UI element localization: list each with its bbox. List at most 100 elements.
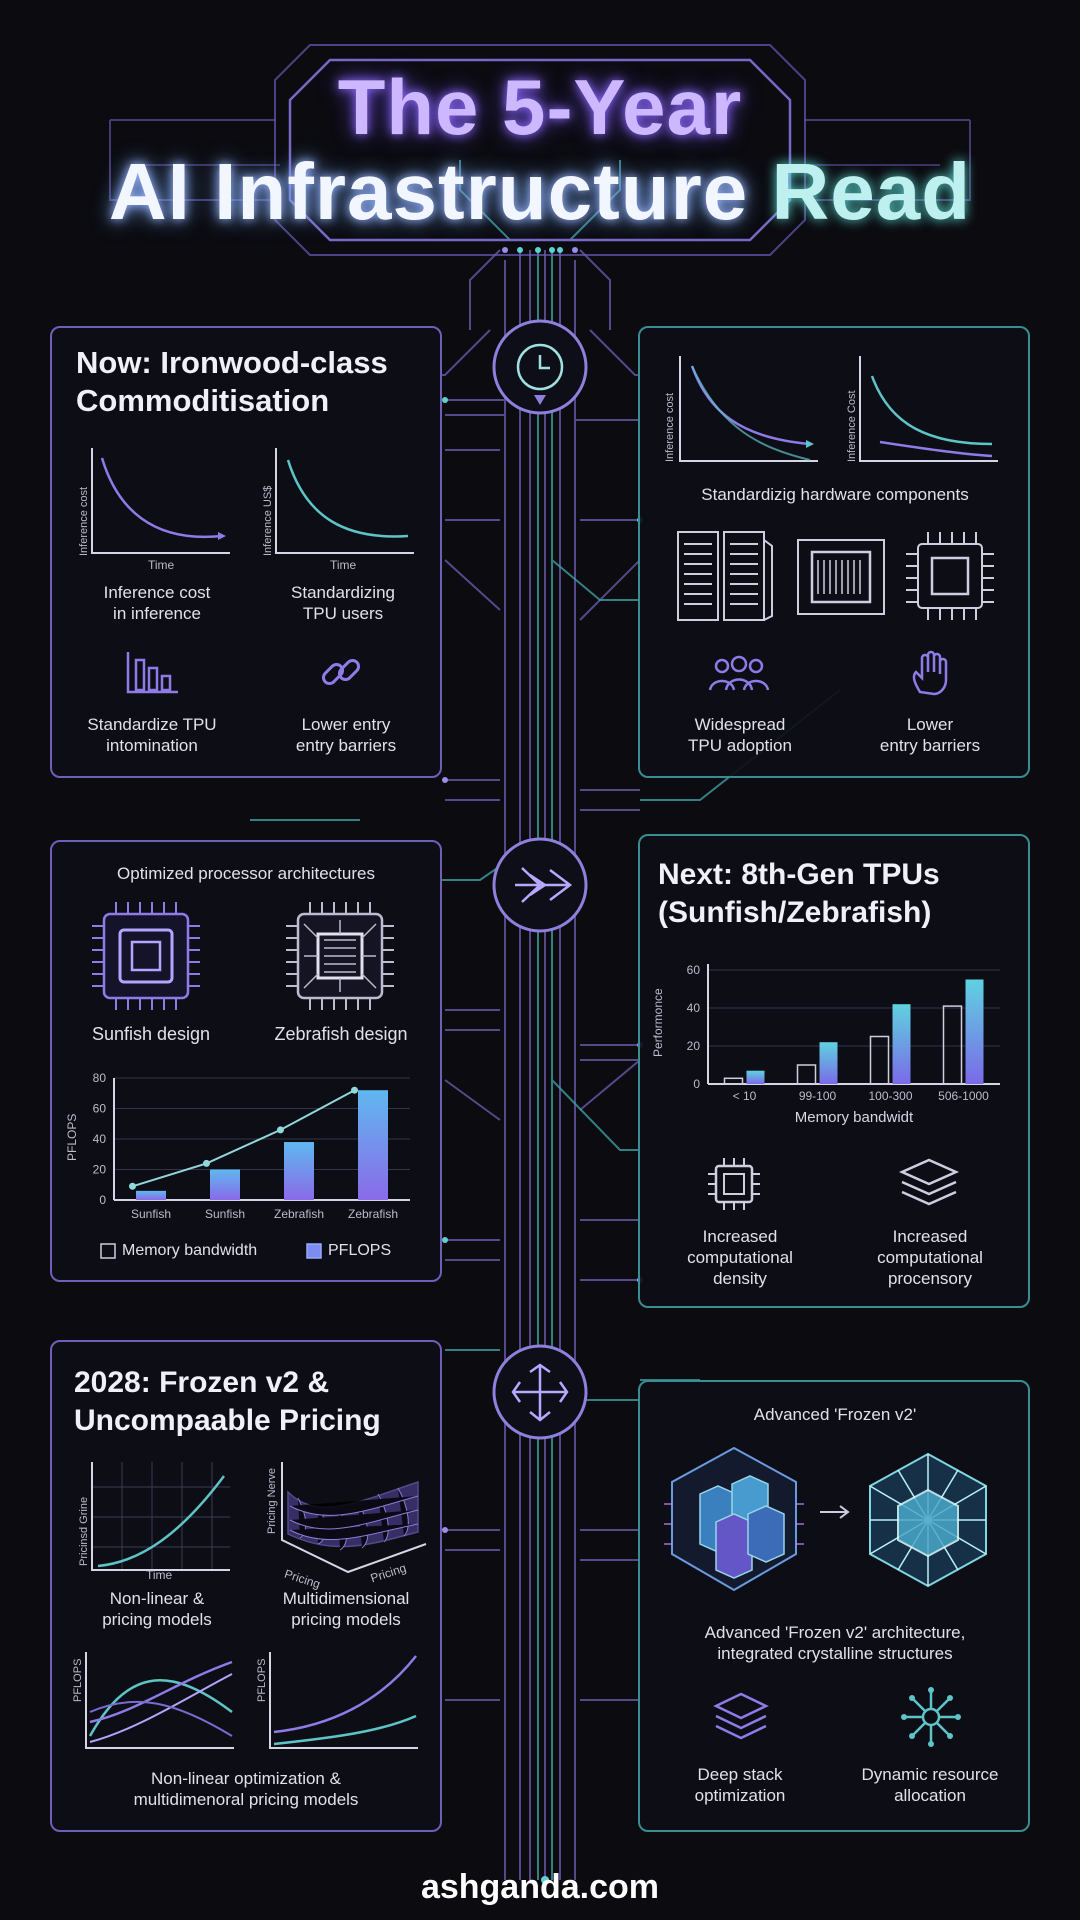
growth-lines-chart bbox=[269, 1652, 418, 1749]
sunfish-chip-icon bbox=[92, 902, 200, 1010]
arch-bar bbox=[136, 1190, 166, 1200]
layers-icon bbox=[898, 1158, 960, 1206]
panel-frozen bbox=[638, 1380, 1030, 1832]
arch-bar bbox=[284, 1142, 314, 1200]
hw-item-2-caption: Lower entry barriers bbox=[879, 715, 981, 755]
next-x-tick-label: 100-300 bbox=[868, 1089, 912, 1103]
pricing-curve-chart bbox=[91, 1462, 230, 1571]
next-y-tick-label: 60 bbox=[687, 963, 701, 977]
hand-icon bbox=[912, 650, 948, 696]
zebrafish-design-label: Zebrafish design bbox=[274, 1024, 408, 1044]
now-item-1-caption: Standardize TPU intomination bbox=[87, 715, 217, 755]
arch-y-tick-label: 80 bbox=[93, 1071, 107, 1085]
hw-chart-2 bbox=[859, 356, 998, 462]
arch-trend-line bbox=[132, 1089, 355, 1188]
server-rack-icon bbox=[677, 531, 773, 621]
legend-memory-swatch bbox=[100, 1243, 116, 1259]
pricing-curve-xlabel: Time bbox=[146, 1568, 173, 1582]
hw-chart-2-ylabel: Inference Cost bbox=[846, 390, 858, 462]
next-bar-outline bbox=[796, 1064, 817, 1085]
network-icon bbox=[901, 1687, 961, 1747]
frozen-item-1-caption: Deep stack optimization bbox=[694, 1765, 786, 1805]
next-y-tick-label: 40 bbox=[687, 1001, 701, 1015]
hw-heading: Standardizig hardware components bbox=[701, 485, 969, 504]
title-line-2-accent: Read bbox=[771, 147, 972, 236]
pricing-surface-caption: Multidimensional pricing models bbox=[282, 1589, 410, 1629]
arch-x-tick-label: Zebrafish bbox=[348, 1207, 398, 1221]
next-bar-outline bbox=[869, 1035, 890, 1085]
pricing-curve-caption: Non-linear & pricing models bbox=[102, 1589, 212, 1629]
arch-trend-point bbox=[203, 1159, 210, 1167]
panel-next-title: Next: 8th-Gen TPUs (Sunfish/Zebrafish) bbox=[658, 858, 940, 929]
legend-memory-label: Memory bandwidth bbox=[122, 1242, 258, 1259]
pricing-surface-chart bbox=[281, 1462, 427, 1574]
chip-icon bbox=[708, 1158, 760, 1210]
pricing-surface-ylabel: Pricing Nerve bbox=[266, 1467, 278, 1534]
arch-y-tick-label: 40 bbox=[93, 1132, 107, 1146]
title-line-2: AI Infrastructure Read bbox=[0, 146, 1080, 238]
arch-y-tick-label: 20 bbox=[93, 1163, 107, 1177]
now-chart-2-xlabel: Time bbox=[330, 558, 357, 572]
bar-chart-icon bbox=[126, 652, 178, 694]
next-x-tick-label: 99-100 bbox=[799, 1089, 837, 1103]
frozen-item-2-caption: Dynamic resource allocation bbox=[861, 1765, 999, 1805]
now-item-2-caption: Lower entry entry barriers bbox=[295, 715, 397, 755]
next-y-axis-label: Performonce bbox=[651, 988, 665, 1057]
next-performance-chart: 0 20 40 60 < 10 99-100 100-300 506-1000 Memory b… bbox=[651, 963, 1000, 1126]
next-bar-filled bbox=[965, 979, 984, 1084]
next-bar-outline bbox=[942, 1005, 963, 1085]
next-x-axis-label: Memory bandwidt bbox=[795, 1109, 914, 1126]
now-chart-2 bbox=[275, 448, 414, 554]
stack-icon bbox=[713, 1692, 769, 1740]
next-bar-filled bbox=[746, 1070, 765, 1084]
panel-now-title: Now: Ironwood-class Commoditisation bbox=[76, 345, 388, 418]
arch-bar bbox=[358, 1090, 388, 1200]
arch-pflops-chart: 0 20 40 60 80 Sunfish Sunfish Zebrafish Zebrafis… bbox=[65, 1071, 410, 1221]
sunfish-design-label: Sunfish design bbox=[91, 1024, 211, 1044]
now-chart-1 bbox=[91, 448, 230, 554]
title-line-1: The 5-Year bbox=[337, 63, 743, 151]
now-chart-1-ylabel: Inference cost bbox=[78, 486, 90, 556]
next-x-tick-label: < 10 bbox=[733, 1089, 757, 1103]
now-chart-2-caption: Standardizing TPU users bbox=[291, 583, 395, 623]
next-item-2-caption: Increased computational procensory bbox=[877, 1227, 983, 1288]
processor-icon bbox=[906, 532, 994, 620]
arch-trend-point bbox=[129, 1182, 136, 1190]
zebrafish-chip-icon bbox=[286, 902, 394, 1010]
arch-x-tick-label: Sunfish bbox=[131, 1207, 171, 1221]
arch-y-axis-label: PFLOPS bbox=[65, 1114, 79, 1161]
frozen-caption: Advanced 'Frozen v2' architecture, integ… bbox=[704, 1623, 966, 1663]
panel-2028-title: 2028: Frozen v2 & Uncompaable Pricing bbox=[74, 1366, 381, 1437]
optimization-lines-chart bbox=[85, 1652, 234, 1749]
legend-pflops-swatch bbox=[306, 1243, 322, 1259]
users-icon bbox=[708, 655, 770, 691]
arrow-right-icon bbox=[820, 1505, 850, 1519]
arch-y-tick-label: 60 bbox=[93, 1102, 107, 1116]
next-y-tick-label: 20 bbox=[687, 1039, 701, 1053]
panel-2028-caption: Non-linear optimization & multidimenoral… bbox=[133, 1769, 359, 1809]
frozen-heading: Advanced 'Frozen v2' bbox=[753, 1405, 917, 1424]
frozen-cube-cluster-icon bbox=[664, 1446, 804, 1592]
crystal-structure-icon bbox=[869, 1452, 987, 1588]
panel-2028 bbox=[50, 1340, 442, 1832]
next-item-1-caption: Increased computational density bbox=[687, 1227, 793, 1288]
next-y-tick-label: 0 bbox=[693, 1077, 700, 1091]
arch-bar bbox=[210, 1169, 240, 1200]
chain-link-icon bbox=[321, 658, 361, 686]
pricing-curve-ylabel: Pricinsd Grine bbox=[78, 1496, 90, 1566]
next-x-tick-label: 506-1000 bbox=[938, 1089, 989, 1103]
arch-trend-point bbox=[351, 1086, 358, 1094]
next-bar-outline bbox=[723, 1077, 744, 1085]
next-bar-filled bbox=[892, 1004, 911, 1084]
now-chart-1-xlabel: Time bbox=[148, 558, 175, 572]
legend-pflops-label: PFLOPS bbox=[328, 1242, 392, 1259]
motherboard-icon bbox=[797, 539, 885, 615]
arch-trend-point bbox=[277, 1126, 284, 1134]
arch-heading: Optimized processor architectures bbox=[117, 864, 375, 883]
hw-item-1-caption: Widespread TPU adoption bbox=[688, 715, 792, 755]
arch-x-tick-label: Zebrafish bbox=[274, 1207, 324, 1221]
footer-site[interactable]: ashganda.com bbox=[420, 1868, 660, 1906]
now-chart-1-caption: Inference cost in inference bbox=[103, 583, 211, 623]
title-line-2-prefix: AI Infrastructure bbox=[108, 147, 772, 236]
arch-y-tick-label: 0 bbox=[99, 1193, 106, 1207]
